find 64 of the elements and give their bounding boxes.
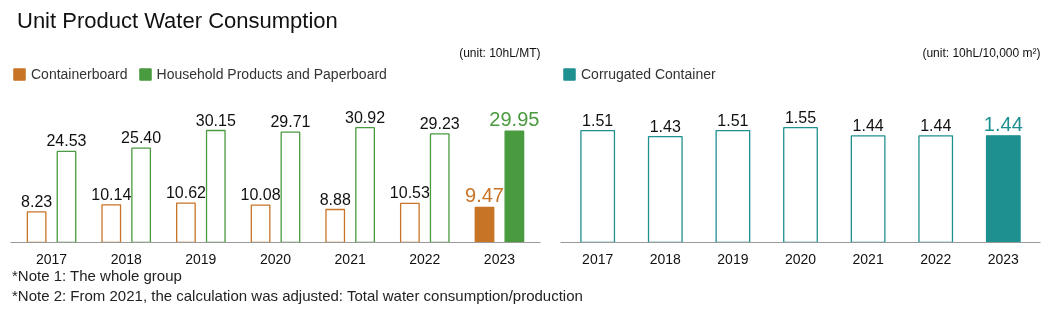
bar: [26, 211, 47, 243]
legend-label: Household Products and Paperboard: [156, 66, 387, 82]
x-tick-label: 2019: [717, 250, 749, 267]
legend-label: Containerboard: [31, 66, 128, 82]
data-label: 10.08: [240, 186, 281, 204]
bar: [429, 133, 450, 243]
bar: [131, 147, 152, 243]
bar: [985, 135, 1021, 243]
bar: [176, 202, 196, 243]
x-tick-label: 2019: [185, 250, 217, 267]
bar: [580, 129, 616, 243]
data-label: 1.44: [920, 116, 952, 134]
bar: [647, 135, 683, 243]
bar: [280, 131, 301, 243]
bar: [205, 129, 226, 243]
legend-label: Corrugated Container: [581, 66, 716, 82]
data-label: 29.23: [419, 114, 460, 132]
x-tick-label: 2021: [852, 250, 884, 267]
chart-title: Unit Product Water Consumption: [17, 7, 338, 35]
x-tick-label: 2017: [582, 250, 614, 267]
data-label: 10.62: [165, 184, 207, 202]
data-label: 29.71: [270, 113, 311, 131]
data-label: 8.23: [21, 192, 53, 210]
bar: [715, 129, 751, 243]
bar: [474, 206, 495, 243]
data-label: 1.44: [852, 116, 884, 134]
x-tick-label: 2022: [920, 250, 952, 267]
bar: [355, 127, 375, 243]
data-label: 1.44: [983, 112, 1023, 135]
x-tick-label: 2017: [35, 250, 68, 267]
data-label: 8.88: [319, 190, 351, 208]
data-label: 1.55: [784, 108, 817, 126]
data-label: 1.43: [649, 117, 681, 135]
x-tick-label: 2018: [110, 250, 142, 267]
bar: [399, 202, 420, 243]
x-tick-label: 2020: [259, 250, 292, 267]
x-tick-label: 2018: [649, 250, 682, 267]
bar: [918, 135, 954, 243]
data-label: 29.95: [489, 108, 540, 131]
chart-subtitle: (unit: 10hL/10,000 m²): [922, 45, 1041, 60]
data-label: 1.51: [717, 111, 749, 129]
data-label: 1.51: [582, 111, 614, 129]
data-label: 25.40: [121, 129, 162, 147]
text: *Note 1: The whole group: [12, 267, 182, 284]
bar: [325, 208, 346, 243]
data-label: 30.92: [345, 108, 386, 126]
x-tick-label: 2020: [784, 250, 817, 267]
x-tick-label: 2021: [334, 250, 366, 267]
data-label: 30.15: [195, 111, 236, 129]
text: *Note 2: From 2021, the calculation was adjusted: Total water consumption/production: [12, 287, 583, 304]
x-tick-label: 2023: [987, 250, 1020, 267]
bar: [850, 135, 886, 243]
bar: [783, 127, 818, 243]
bar: [250, 204, 271, 243]
data-label: 9.47: [465, 184, 504, 207]
data-label: 24.53: [46, 132, 87, 150]
chart-subtitle: (unit: 10hL/MT): [459, 45, 541, 60]
bar: [504, 130, 525, 243]
x-tick-label: 2023: [483, 250, 516, 267]
data-label: 10.14: [91, 185, 132, 203]
x-tick-label: 2022: [409, 250, 441, 267]
bar: [101, 204, 122, 243]
data-label: 10.53: [389, 184, 430, 202]
bar: [56, 150, 77, 243]
